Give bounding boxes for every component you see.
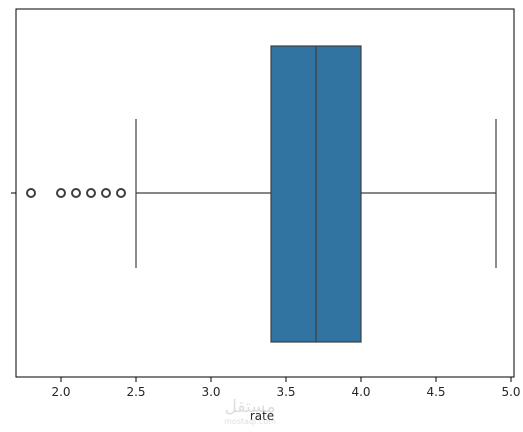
outlier-point (116, 188, 126, 198)
watermark: مستقل mostaql.com (224, 397, 276, 426)
watermark-text: مستقل (225, 397, 276, 417)
x-tick-label: 2.0 (51, 385, 70, 399)
x-tick-label: 4.5 (426, 385, 445, 399)
outlier-point (101, 188, 111, 198)
outlier-point (26, 188, 36, 198)
x-tick-label: 4.0 (351, 385, 370, 399)
x-tick-label: 3.0 (201, 385, 220, 399)
outlier-point (86, 188, 96, 198)
x-axis: 2.0 2.5 3.0 3.5 4.0 4.5 5.0 (11, 8, 521, 399)
x-tick-label: 3.5 (276, 385, 295, 399)
plot-area (26, 45, 497, 343)
watermark-subtext: mostaql.com (224, 417, 276, 426)
x-tick-label: 2.5 (126, 385, 145, 399)
x-tick-label: 5.0 (501, 385, 520, 399)
x-axis-label: rate (250, 409, 274, 423)
outlier-point (56, 188, 66, 198)
outlier-point (71, 188, 81, 198)
